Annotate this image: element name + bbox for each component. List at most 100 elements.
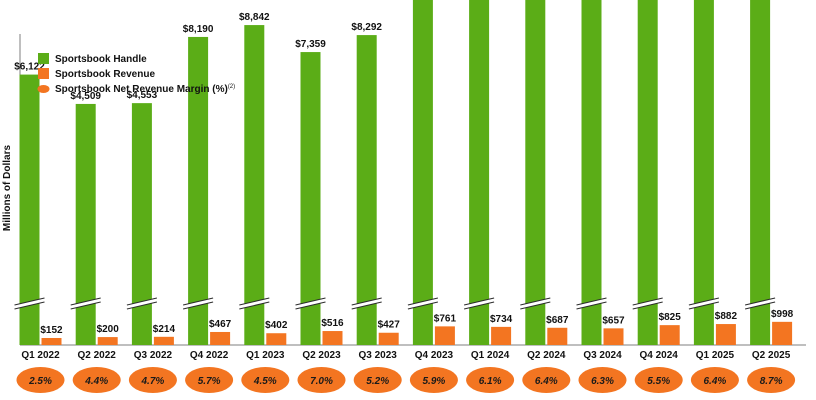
revenue-bar-q3-2023: [378, 332, 399, 345]
revenue-bar-q1-2024: [491, 326, 512, 345]
axes-layer: Millions of Dollars: [2, 34, 806, 346]
margin-label-q1-2024: 6.1%: [479, 376, 502, 387]
axis-break-q2-2024: [520, 297, 551, 310]
category-label-q4-2023: Q4 2023: [415, 350, 454, 361]
revenue-bar-q4-2022: [210, 331, 231, 345]
margin-label-q1-2022: 2.5%: [28, 376, 52, 387]
margin-label-q1-2023: 4.5%: [253, 376, 277, 387]
handle-bar-q1-2022: [19, 74, 40, 346]
handle-bar-q3-2023: [356, 35, 377, 345]
margin-ellipse-q4-2023: [409, 367, 458, 393]
axis-break-q1-2024: [463, 297, 495, 310]
handle-bar-q2-2025: [750, 0, 771, 346]
margin-label-q4-2023: 5.9%: [423, 376, 446, 387]
margin-ellipse-q3-2023: [353, 367, 402, 393]
legend-swatch-revenue: [38, 68, 49, 79]
category-label-q2-2024: Q2 2024: [527, 350, 566, 361]
legend-label-handle: Sportsbook Handle: [55, 54, 147, 65]
axis-break-q3-2024: [576, 297, 607, 310]
category-label-q1-2023: Q1 2023: [246, 350, 285, 361]
axis-break-q4-2024: [632, 297, 663, 310]
revenue-label-q2-2023: $516: [321, 318, 344, 329]
revenue-label-q2-2024: $687: [546, 315, 569, 326]
axis-break-q1-2025: [688, 297, 720, 310]
margin-label-q3-2023: 5.2%: [366, 376, 389, 387]
y-axis-label: Millions of Dollars: [2, 145, 13, 232]
revenue-label-q3-2024: $657: [602, 315, 625, 326]
revenue-bar-q1-2023: [266, 333, 287, 345]
category-label-q1-2025: Q1 2025: [696, 350, 735, 361]
handle-bar-q4-2022: [188, 36, 209, 345]
axis-break-q2-2025: [744, 297, 776, 310]
margin-row: 2.5% 4.4% 4.7% 5.7% 4.5% 7.0% 5.2% 5.9% 6.1% 6.4%…: [16, 367, 796, 393]
margin-ellipse-q1-2025: [690, 367, 739, 393]
handle-bar-q4-2023: [412, 0, 433, 345]
handle-bar-q1-2023: [244, 25, 265, 346]
category-label-q3-2022: Q3 2022: [134, 350, 173, 361]
axis-break-q3-2023: [351, 297, 382, 310]
category-label-q2-2022: Q2 2022: [78, 350, 117, 361]
handle-label-q3-2023: $8,292: [351, 22, 382, 33]
legend-label-margin-text: Sportsbook Net Revenue Margin (%): [55, 84, 228, 95]
axis-break-q1-2022: [14, 297, 45, 310]
revenue-bar-q4-2024: [659, 325, 680, 345]
revenue-label-q1-2024: $734: [490, 314, 513, 325]
category-label-q1-2022: Q1 2022: [21, 350, 60, 361]
margin-label-q2-2022: 4.4%: [84, 376, 108, 387]
category-label-q1-2024: Q1 2024: [471, 350, 510, 361]
margin-label-q2-2025: 8.7%: [760, 376, 783, 387]
margin-ellipse-q4-2022: [185, 367, 234, 393]
legend-item-margin: Sportsbook Net Revenue Margin (%)(2): [37, 84, 235, 95]
handle-label-q2-2022: $4,509: [70, 91, 101, 102]
revenue-bar-q2-2024: [547, 327, 568, 345]
category-label-q4-2024: Q4 2024: [640, 350, 679, 361]
handle-bar-q4-2024: [637, 0, 658, 345]
handle-bar-q1-2025: [693, 0, 714, 345]
revenue-label-q4-2023: $761: [434, 313, 457, 324]
handle-label-q3-2022: $4,553: [127, 90, 158, 101]
handle-label-q1-2023: $8,842: [239, 12, 270, 23]
revenue-label-q2-2022: $200: [97, 324, 120, 335]
margin-ellipse-q1-2023: [241, 367, 290, 393]
legend-item-revenue: Sportsbook Revenue: [38, 68, 155, 80]
margin-ellipse-q2-2022: [72, 367, 121, 393]
handle-bar-q3-2024: [581, 0, 602, 346]
margin-label-q3-2022: 4.7%: [141, 376, 165, 387]
revenue-label-q3-2022: $214: [153, 324, 176, 335]
bars-layer: [14, 0, 793, 346]
revenue-label-q1-2025: $882: [715, 311, 738, 322]
legend-label-revenue: Sportsbook Revenue: [55, 69, 155, 80]
category-label-q2-2025: Q2 2025: [752, 350, 791, 361]
revenue-bar-q2-2025: [772, 321, 793, 345]
handle-bar-q2-2024: [525, 0, 546, 345]
axis-break-q2-2023: [295, 297, 326, 310]
legend-label-margin-footnote: (2): [228, 84, 235, 90]
margin-label-q3-2024: 6.3%: [591, 376, 614, 387]
axis-break-q1-2023: [239, 297, 270, 310]
legend-swatch-handle: [38, 53, 49, 64]
revenue-label-q4-2022: $467: [209, 319, 232, 330]
category-label-q3-2023: Q3 2023: [359, 350, 398, 361]
revenue-bar-q4-2023: [434, 326, 455, 345]
handle-bar-q2-2023: [300, 52, 321, 346]
legend-swatch-margin: [37, 85, 50, 93]
margin-label-q1-2025: 6.4%: [704, 376, 727, 387]
margin-ellipse-q3-2022: [128, 367, 177, 393]
revenue-label-q1-2022: $152: [40, 325, 63, 336]
legend: Sportsbook Handle Sportsbook Revenue Sport…: [37, 53, 235, 95]
handle-label-q1-2022: $6,122: [14, 62, 45, 73]
axis-break-q2-2022: [70, 297, 101, 310]
handle-bar-q3-2022: [131, 103, 152, 345]
margin-ellipse-q1-2024: [466, 367, 515, 393]
legend-label-margin: Sportsbook Net Revenue Margin (%)(2): [55, 84, 235, 95]
category-label-q3-2024: Q3 2024: [583, 350, 622, 361]
revenue-bar-q1-2022: [41, 337, 62, 345]
revenue-bar-q2-2022: [97, 337, 118, 345]
axis-break-q4-2023: [407, 297, 439, 310]
margin-label-q2-2024: 6.4%: [535, 376, 558, 387]
margin-ellipse-q2-2023: [297, 367, 346, 393]
revenue-bar-q2-2023: [322, 331, 343, 345]
handle-label-q2-2023: $7,359: [295, 39, 326, 50]
handle-bar-q2-2022: [75, 103, 96, 345]
